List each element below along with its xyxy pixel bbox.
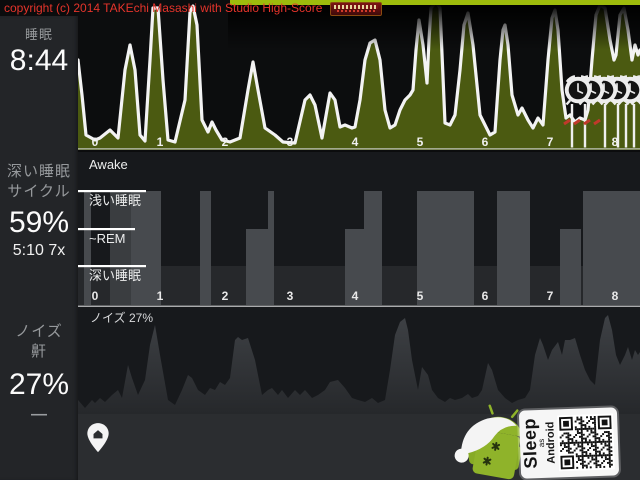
- snore-label: 鼾: [30, 343, 47, 360]
- actigraph-chart[interactable]: 0 1 2 3 4 5 6 7 8: [78, 0, 640, 150]
- svg-text:浅い睡眠: 浅い睡眠: [89, 193, 141, 208]
- svg-text:Awake: Awake: [89, 157, 128, 172]
- sleep-as-android-watermark: Sleep as Android: [518, 407, 620, 479]
- svg-text:深い睡眠: 深い睡眠: [89, 268, 141, 283]
- svg-text:8: 8: [612, 289, 619, 303]
- deep-sleep-percent: 59%: [8, 206, 70, 239]
- home-location-pin-icon: [87, 423, 109, 453]
- deep-sleep-label: 深い睡眠: [6, 163, 71, 180]
- svg-text:8: 8: [612, 135, 619, 149]
- watermark-line3: Android: [544, 421, 558, 464]
- noise-label: ノイズ: [15, 323, 63, 340]
- snore-dash: —: [31, 406, 47, 423]
- svg-text:3: 3: [287, 135, 294, 149]
- cycle-label: サイクル: [7, 183, 71, 200]
- svg-text:4: 4: [352, 289, 359, 303]
- svg-text:2: 2: [222, 289, 229, 303]
- svg-text:5: 5: [417, 289, 424, 303]
- svg-text:1: 1: [157, 289, 164, 303]
- sleep-duration-value: 8:44: [9, 44, 69, 77]
- svg-text:3: 3: [287, 289, 294, 303]
- deep-sleep-detail: 5:10 7x: [12, 242, 66, 259]
- svg-text:6: 6: [482, 135, 489, 149]
- sleep-duration-label: 睡眠: [24, 27, 53, 42]
- svg-text:1: 1: [157, 135, 164, 149]
- alarm-clock-icon: [564, 75, 592, 106]
- noise-chart[interactable]: [78, 307, 640, 414]
- hypnogram-chart[interactable]: Awake 浅い睡眠 ~REM 深い睡眠 0 1 2 3 4 5 6 7 8: [78, 152, 640, 307]
- studio-highscore-badge-icon: [329, 1, 382, 16]
- stats-sidebar: 睡眠 8:44 深い睡眠 サイクル 59% 5:10 7x ノイズ 鼾 27% …: [0, 16, 78, 480]
- svg-text:0: 0: [92, 135, 99, 149]
- svg-text:~REM: ~REM: [89, 231, 125, 246]
- watermark-title: Sleep as Android: [519, 411, 561, 474]
- svg-text:4: 4: [352, 135, 359, 149]
- svg-text:6: 6: [482, 289, 489, 303]
- copyright-line: copyright (c) 2014 TAKEchi Masashi with …: [4, 1, 382, 16]
- noise-percent: 27%: [8, 368, 70, 401]
- svg-text:2: 2: [222, 135, 229, 149]
- noise-chart-label: ノイズ 27%: [90, 311, 153, 325]
- android-robot-logo: [454, 404, 522, 480]
- qr-code: [557, 413, 615, 472]
- svg-text:0: 0: [92, 289, 99, 303]
- svg-text:7: 7: [547, 135, 554, 149]
- copyright-text: copyright (c) 2014 TAKEchi Masashi with …: [4, 1, 323, 15]
- svg-text:5: 5: [417, 135, 424, 149]
- svg-text:7: 7: [547, 289, 554, 303]
